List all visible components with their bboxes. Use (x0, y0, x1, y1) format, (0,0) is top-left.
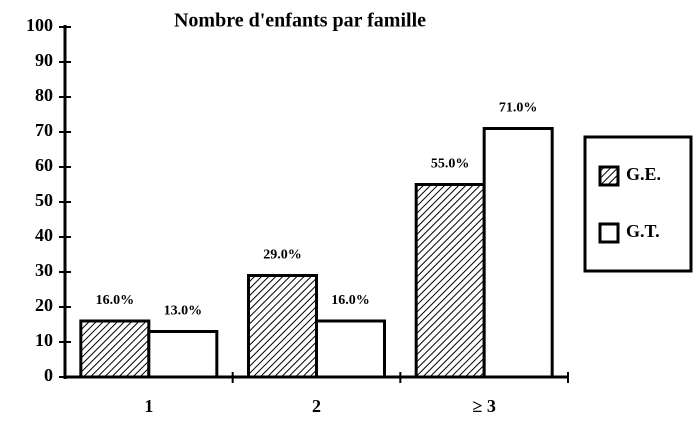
value-label: 16.0% (331, 293, 370, 308)
bar (147, 330, 219, 379)
y-tick-label: 80 (35, 85, 53, 105)
legend-label: G.E. (626, 164, 661, 184)
bar (247, 274, 318, 379)
y-tick-label: 10 (35, 330, 53, 350)
value-label: 71.0% (499, 101, 538, 116)
value-label: 13.0% (164, 304, 203, 319)
bar (414, 183, 486, 379)
bar (79, 319, 151, 379)
y-tick-label: 40 (35, 225, 53, 245)
x-tick-label: 1 (144, 396, 153, 416)
y-tick-label: 20 (35, 295, 53, 315)
y-tick-label: 60 (35, 155, 53, 175)
legend-swatch (598, 165, 620, 187)
value-label: 16.0% (96, 293, 135, 308)
y-tick-label: 90 (35, 50, 53, 70)
x-tick-label: 2 (312, 396, 321, 416)
x-tick-label: ≥ 3 (472, 396, 495, 416)
legend-box (583, 135, 693, 273)
bar (315, 319, 386, 379)
legend-swatch (598, 222, 620, 244)
y-tick-label: 70 (35, 120, 53, 140)
y-tick-label: 50 (35, 190, 53, 210)
bar (482, 127, 554, 379)
y-tick-label: 100 (26, 15, 53, 35)
value-label: 55.0% (431, 157, 470, 172)
chart-title: Nombre d'enfants par famille (174, 10, 426, 32)
y-tick-label: 30 (35, 260, 53, 280)
y-tick-label: 0 (44, 365, 53, 385)
legend-label: G.T. (626, 221, 660, 241)
value-label: 29.0% (263, 248, 302, 263)
